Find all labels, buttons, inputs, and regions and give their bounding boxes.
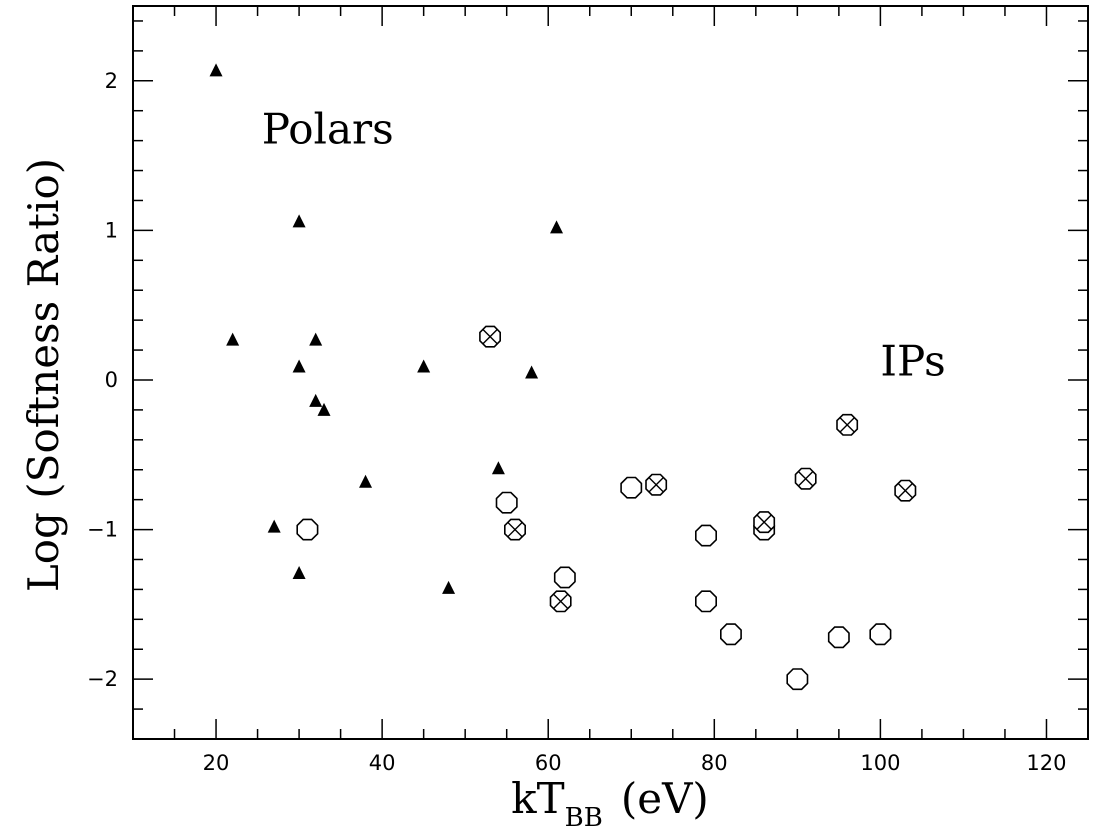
cross-line [797, 470, 814, 487]
octagon-point [296, 518, 319, 541]
annotation-polars: Polars [262, 105, 394, 154]
triangle-point [417, 359, 431, 373]
y-tick-label: −2 [87, 667, 118, 691]
octagon-point [495, 491, 518, 514]
triangle-point [359, 474, 373, 488]
triangle-point [292, 359, 306, 373]
triangle-point [550, 220, 564, 234]
x-axis-title: kTBB (eV) [511, 774, 709, 833]
x-tick-label: 20 [203, 751, 230, 775]
x-tick-label: 60 [535, 751, 562, 775]
octagon-point [719, 623, 742, 646]
triangle-point [292, 565, 306, 579]
cross-line [756, 514, 773, 531]
triangle-point [292, 214, 306, 228]
y-tick-label: 2 [105, 69, 118, 93]
octagon-shape [786, 668, 809, 691]
x-tick-label: 80 [701, 751, 728, 775]
crossed-octagon-point [503, 518, 527, 541]
octagon-point [827, 626, 850, 649]
octagon-shape [827, 626, 850, 649]
triangle-point [442, 580, 456, 594]
octagon-shape [719, 623, 742, 646]
triangle-point [525, 365, 539, 379]
octagon-point [786, 668, 809, 691]
cross-line [648, 476, 665, 493]
annotation-ips: IPs [880, 336, 945, 385]
octagon-shape [620, 476, 643, 499]
plot-frame [132, 5, 1089, 740]
x-tick-label: 100 [860, 751, 900, 775]
cross-line [839, 416, 856, 433]
y-tick-label: 1 [105, 218, 118, 242]
octagon-point [694, 524, 718, 547]
triangle-point [317, 402, 331, 416]
y-axis-title: Log (Softness Ratio) [19, 158, 68, 592]
octagon-point [553, 566, 576, 589]
crossed-octagon-point [794, 467, 817, 490]
octagon-shape [553, 566, 576, 589]
octagon-shape [869, 623, 892, 646]
crossed-octagon-point [645, 473, 668, 496]
triangle-point [309, 393, 323, 407]
x-tick-label: 120 [1026, 751, 1066, 775]
axis-ticks [133, 6, 1088, 739]
x-axis-title-subscript: BB [565, 803, 603, 833]
data-points [209, 63, 917, 691]
crossed-octagon-point [753, 511, 776, 534]
crossed-octagon-point [836, 413, 859, 436]
crossed-octagon-point [894, 479, 917, 502]
y-tick-label: 0 [105, 368, 118, 392]
x-tick-label: 40 [369, 751, 396, 775]
x-axis-title-unit: (eV) [621, 774, 709, 823]
crossed-octagon-point [479, 325, 502, 348]
octagon-shape [694, 590, 718, 613]
triangle-point [491, 461, 505, 475]
x-axis-title-main: kT [511, 774, 564, 823]
octagon-point [869, 623, 892, 646]
tick-labels: 20 40 60 80 100 120 −2 −1 0 1 2 [87, 69, 1066, 775]
octagon-point [620, 476, 643, 499]
cross-line [552, 593, 569, 610]
triangle-point [209, 63, 223, 77]
octagon-point [694, 590, 718, 613]
octagon-shape [296, 518, 319, 541]
crossed-octagon-point [549, 590, 572, 613]
cross-line [482, 328, 499, 345]
octagon-shape [495, 491, 518, 514]
triangle-point [226, 332, 240, 346]
triangle-point [309, 332, 323, 346]
triangle-point [267, 519, 281, 533]
octagon-shape [694, 524, 718, 547]
y-tick-label: −1 [87, 518, 118, 542]
cross-line [507, 521, 523, 538]
cross-line [897, 482, 914, 499]
